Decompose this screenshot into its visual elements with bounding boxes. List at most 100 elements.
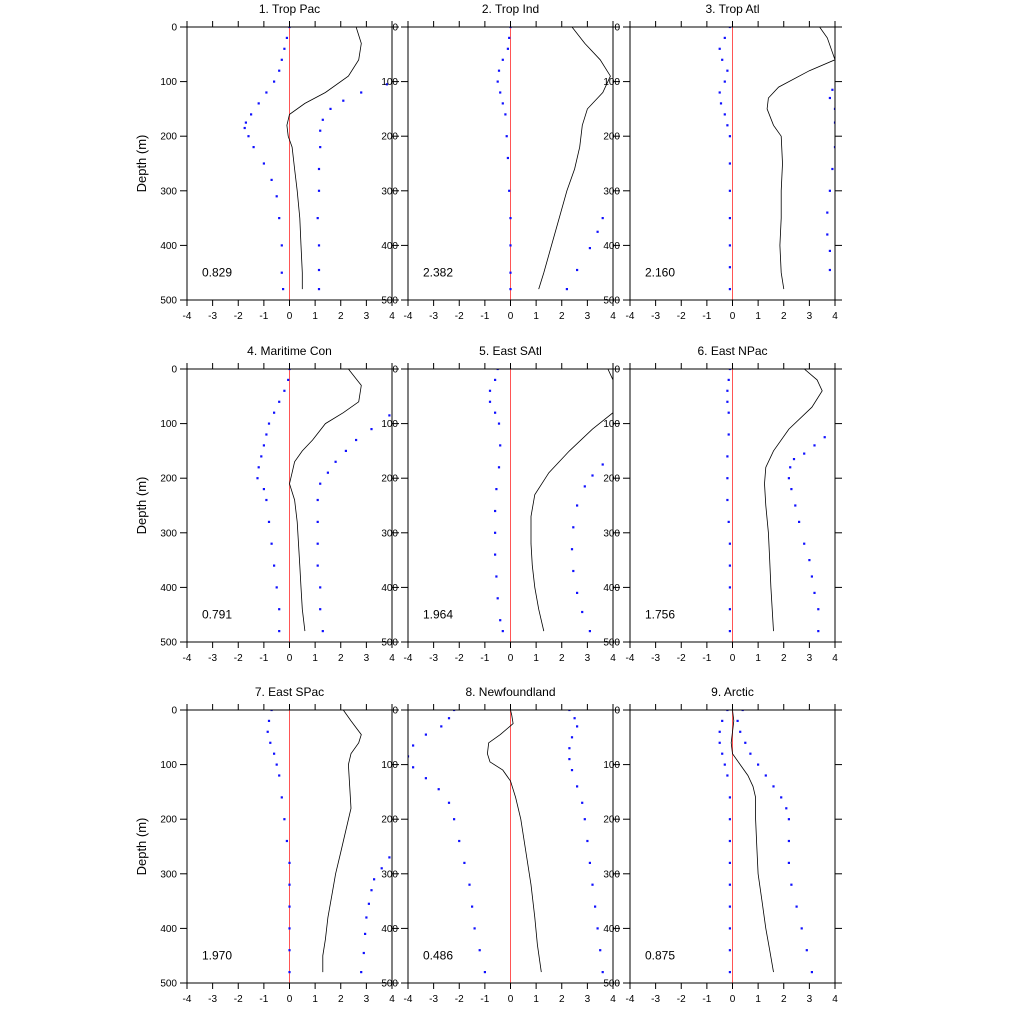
lower-bound-point bbox=[412, 744, 415, 747]
x-tick-label: -2 bbox=[234, 653, 243, 664]
x-tick-label: -1 bbox=[480, 994, 489, 1005]
y-tick-label: 100 bbox=[160, 760, 177, 771]
y-tick-label: 300 bbox=[381, 528, 398, 539]
lower-bound-point bbox=[506, 47, 509, 50]
y-tick-label: 0 bbox=[614, 706, 620, 717]
y-tick-label: 300 bbox=[603, 869, 620, 880]
x-tick-label: 2 bbox=[338, 994, 344, 1005]
lower-bound-point bbox=[728, 883, 731, 886]
lower-bound-point bbox=[726, 477, 729, 480]
x-tick-label: 0 bbox=[508, 653, 514, 664]
upper-bound-point bbox=[780, 796, 783, 799]
upper-bound-point bbox=[568, 747, 571, 750]
lower-bound-point bbox=[728, 949, 731, 952]
y-tick-label: 0 bbox=[392, 365, 398, 376]
upper-bound-point bbox=[772, 785, 775, 788]
upper-bound-point bbox=[736, 719, 739, 722]
upper-bound-point bbox=[326, 471, 329, 474]
upper-bound-point bbox=[795, 905, 798, 908]
upper-bound-point bbox=[568, 710, 571, 712]
lower-bound-point bbox=[726, 124, 729, 127]
panel-annotation: 0.486 bbox=[423, 949, 453, 963]
lower-bound-point bbox=[262, 444, 265, 447]
x-tick-label: -2 bbox=[455, 994, 464, 1005]
upper-bound-point bbox=[792, 458, 796, 461]
x-tick-label: -2 bbox=[234, 311, 243, 322]
upper-bound-point bbox=[583, 485, 586, 488]
lower-bound-point bbox=[288, 971, 291, 974]
panel-title: 6. East NPac bbox=[697, 344, 767, 358]
y-tick-label: 400 bbox=[160, 924, 177, 935]
y-tick-label: 0 bbox=[171, 706, 177, 717]
lower-bound-point bbox=[726, 400, 729, 403]
lower-bound-point bbox=[509, 27, 512, 29]
upper-bound-point bbox=[319, 608, 322, 611]
lower-bound-point bbox=[509, 217, 512, 220]
x-tick-label: 3 bbox=[585, 311, 591, 322]
lower-bound-point bbox=[287, 378, 290, 381]
lower-bound-point bbox=[275, 586, 278, 589]
panel-annotation: 2.382 bbox=[423, 266, 453, 280]
lower-bound-point bbox=[273, 411, 276, 414]
upper-bound-point bbox=[362, 951, 365, 955]
x-tick-label: 2 bbox=[559, 994, 565, 1005]
y-tick-label: 300 bbox=[160, 186, 177, 197]
lower-bound-point bbox=[270, 542, 273, 545]
lower-bound-point bbox=[494, 378, 497, 381]
x-tick-label: 1 bbox=[755, 653, 761, 664]
upper-bound-point bbox=[316, 520, 319, 523]
panel: 9. Arctic -4 -3 -2 -1 0 1 2 3 4 0 100 200 300 400 500 0.… bbox=[603, 685, 842, 1005]
panel-annotation: 1.970 bbox=[202, 949, 232, 963]
y-tick-label: 400 bbox=[603, 924, 620, 935]
lower-bound-point bbox=[424, 733, 427, 736]
y-tick-label: 100 bbox=[381, 77, 398, 88]
lower-bound-point bbox=[278, 400, 281, 403]
y-tick-label: 200 bbox=[160, 474, 177, 485]
lower-bound-point bbox=[280, 244, 283, 247]
x-tick-label: -3 bbox=[429, 653, 438, 664]
x-tick-label: -4 bbox=[626, 653, 635, 664]
lower-bound-point bbox=[280, 796, 283, 799]
lower-bound-point bbox=[273, 80, 276, 83]
panel-title: 2. Trop Ind bbox=[482, 2, 539, 16]
lower-bound-point bbox=[283, 818, 286, 821]
y-tick-label: 500 bbox=[160, 979, 177, 990]
y-tick-label: 400 bbox=[603, 583, 620, 594]
upper-bound-point bbox=[813, 591, 816, 594]
upper-bound-point bbox=[591, 474, 594, 477]
y-tick-label: 500 bbox=[603, 296, 620, 307]
panel: 6. East NPac -4 -3 -2 -1 0 1 2 3 4 0 100 200 300 400 50… bbox=[603, 344, 842, 664]
lower-bound-point bbox=[727, 433, 730, 436]
upper-bound-point bbox=[831, 167, 834, 171]
upper-bound-point bbox=[828, 268, 831, 272]
upper-bound-point bbox=[317, 244, 321, 247]
upper-bound-point bbox=[319, 586, 322, 589]
panel-annotation: 1.756 bbox=[645, 608, 675, 622]
upper-bound-point bbox=[787, 477, 790, 480]
lower-bound-point bbox=[247, 135, 250, 138]
lower-bound-point bbox=[262, 162, 265, 165]
lower-bound-point bbox=[727, 411, 730, 414]
lower-bound-point bbox=[458, 839, 461, 843]
x-tick-label: 0 bbox=[730, 994, 736, 1005]
x-tick-label: -1 bbox=[702, 311, 711, 322]
lower-bound-point bbox=[718, 91, 721, 94]
y-tick-label: 200 bbox=[603, 132, 620, 143]
lower-bound-point bbox=[283, 47, 286, 50]
upper-bound-point bbox=[344, 449, 347, 452]
panel: 4. Maritime Con -4 -3 -2 -1 0 1 2 3 4 0 100 200 300 40… bbox=[160, 344, 399, 664]
x-tick-label: 3 bbox=[585, 994, 591, 1005]
upper-bound-point bbox=[790, 488, 793, 491]
upper-bound-point bbox=[785, 807, 788, 810]
lower-bound-point bbox=[509, 288, 512, 291]
upper-bound-point bbox=[370, 428, 373, 431]
upper-bound-point bbox=[601, 971, 604, 974]
upper-bound-point bbox=[385, 83, 388, 86]
upper-bound-point bbox=[380, 867, 383, 870]
lower-bound-point bbox=[468, 883, 471, 886]
lower-bound-point bbox=[726, 710, 729, 712]
mean-profile-line bbox=[289, 369, 362, 632]
lower-bound-point bbox=[496, 80, 499, 83]
lower-bound-point bbox=[243, 126, 246, 130]
y-tick-label: 500 bbox=[381, 979, 398, 990]
